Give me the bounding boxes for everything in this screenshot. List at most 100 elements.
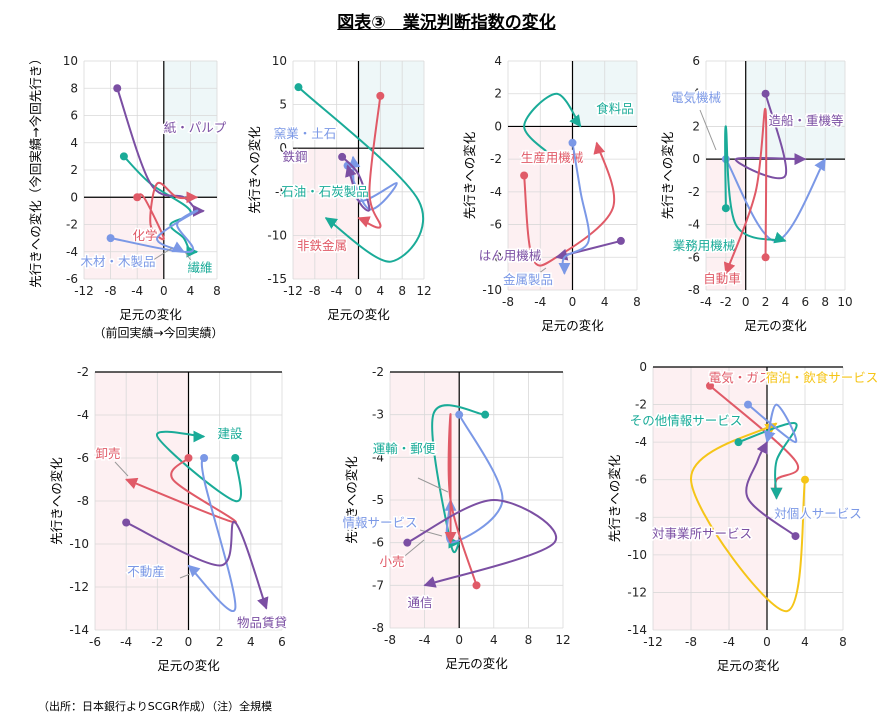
x-tick-label: 4 [801, 635, 809, 649]
series-start-point [376, 91, 385, 100]
series-start-point [184, 454, 193, 462]
series-start-point [568, 138, 577, 147]
series-line [745, 441, 797, 537]
series-3: 小売 [378, 413, 481, 590]
series-start-point [761, 253, 770, 262]
x-tick-label: -8 [502, 295, 514, 309]
x-tick-label: 8 [525, 633, 533, 647]
series-start-point [616, 236, 625, 245]
series-line [724, 125, 787, 244]
series-label: 対事業所サービス [652, 526, 752, 541]
series-4: 非鉄金属 [295, 91, 385, 255]
y-tick-label: -2 [372, 365, 384, 379]
x-tick-label: 4 [187, 284, 195, 298]
y-axis-label: 先行きへの変化 [344, 456, 359, 544]
x-tick-label: -4 [331, 284, 343, 298]
series-line [341, 156, 371, 212]
series-line [125, 457, 237, 524]
y-tick-label: -15 [267, 272, 287, 286]
x-axis-label: 足元の変化 [119, 307, 182, 322]
series-label: 卸売 [95, 446, 120, 461]
series-start-point [706, 381, 714, 390]
series-2: 情報サービス [341, 410, 504, 544]
x-tick-label: -8 [685, 635, 697, 649]
y-tick-label: 2 [70, 163, 78, 177]
series-start-point [801, 475, 809, 484]
chart-panel-6: -8 -4 0 4 8 12 -8 -7 -6 -5 -4 -3 -2 足元の変化 先行きへの変化運輸・郵便… [341, 365, 571, 671]
series-4: 自動車 [702, 107, 770, 288]
label-leader [529, 267, 547, 281]
series-5: 対事業所サービス [650, 441, 800, 543]
series-start-point [294, 83, 303, 92]
y-tick-label: -2 [635, 398, 647, 412]
x-tick-label: -12 [74, 284, 94, 298]
x-axis-label: 足元の変化 [327, 307, 390, 322]
series-start-point [734, 438, 743, 447]
series-3: 化学 [131, 181, 199, 245]
series-label: 電気機械 [671, 90, 722, 105]
series-label: 物品賃貸 [237, 615, 287, 630]
y-tick-label: -2 [688, 185, 700, 199]
label-leader [417, 477, 449, 493]
y-tick-label: 2 [494, 87, 502, 101]
x-tick-label: -2 [720, 295, 732, 309]
label-leader [399, 539, 425, 561]
y-tick-label: 8 [70, 81, 78, 95]
y-tick-label: -10 [69, 537, 89, 551]
x-tick-label: 8 [839, 635, 847, 649]
series-2: 卸売 [94, 445, 237, 524]
y-tick-label: -8 [688, 283, 700, 297]
series-1: 電気機械 [669, 89, 827, 242]
series-line [523, 92, 582, 160]
y-axis-label: 先行きへの変化 [247, 126, 262, 214]
x-tick-label: 4 [490, 633, 498, 647]
series-label: 小売 [379, 554, 404, 569]
label-leader [114, 461, 129, 477]
x-tick-label: 2 [216, 635, 224, 649]
x-axis-label: 足元の変化 [717, 658, 780, 673]
y-axis-label: 先行きへの変化 [607, 454, 622, 542]
series-label: 自動車 [703, 271, 741, 286]
x-tick-label: 2 [762, 295, 770, 309]
series-start-point [231, 454, 240, 462]
series-label: 鉄鋼 [282, 149, 307, 164]
label-leader [184, 251, 196, 267]
y-tick-label: 2 [692, 119, 700, 133]
source-note: （出所：日本銀行よりSCGR作成）（注）全規模 [38, 700, 273, 713]
series-start-point [520, 171, 529, 180]
series-label: 金属製品 [503, 272, 553, 287]
y-tick-label: -2 [490, 152, 502, 166]
x-tick-label: -8 [105, 284, 117, 298]
series-label: 業務用機械 [673, 238, 736, 253]
y-tick-label: -4 [688, 218, 700, 232]
series-start-point [119, 152, 128, 161]
series-3: はん用機械 [477, 236, 625, 265]
series-start-point [133, 193, 142, 202]
y-tick-label: -8 [490, 250, 502, 264]
x-tick-label: -4 [131, 284, 143, 298]
x-tick-label: 10 [837, 295, 852, 309]
series-label: 繊維 [187, 260, 212, 275]
chart-panel-3: -8 -4 0 4 8-10-8-6-4-2024足元の変化先行きへの変化食料品生産用機… [462, 54, 641, 333]
series-line [406, 498, 558, 588]
y-tick-label: 0 [279, 141, 287, 155]
series-line [187, 457, 237, 612]
y-tick-label: 4 [494, 54, 502, 68]
series-2: 宿泊・飲食サービス [689, 369, 880, 613]
x-tick-label: 0 [355, 284, 363, 298]
y-tick-label: -10 [482, 283, 502, 297]
series-line [110, 209, 199, 253]
chart-title: 図表③ 業況判断指数の変化 [337, 13, 556, 33]
x-tick-label: 0 [742, 295, 750, 309]
series-1: 運輸・郵便 [371, 404, 490, 554]
series-line [444, 414, 504, 544]
y-axis-label: 先行きへの変化 [462, 131, 477, 219]
series-label: 運輸・郵便 [373, 441, 436, 456]
y-tick-label: -6 [490, 218, 502, 232]
x-tick-label: -8 [384, 633, 396, 647]
series-line [747, 403, 798, 444]
series-label: 食料品 [596, 101, 634, 116]
series-line [431, 404, 486, 554]
